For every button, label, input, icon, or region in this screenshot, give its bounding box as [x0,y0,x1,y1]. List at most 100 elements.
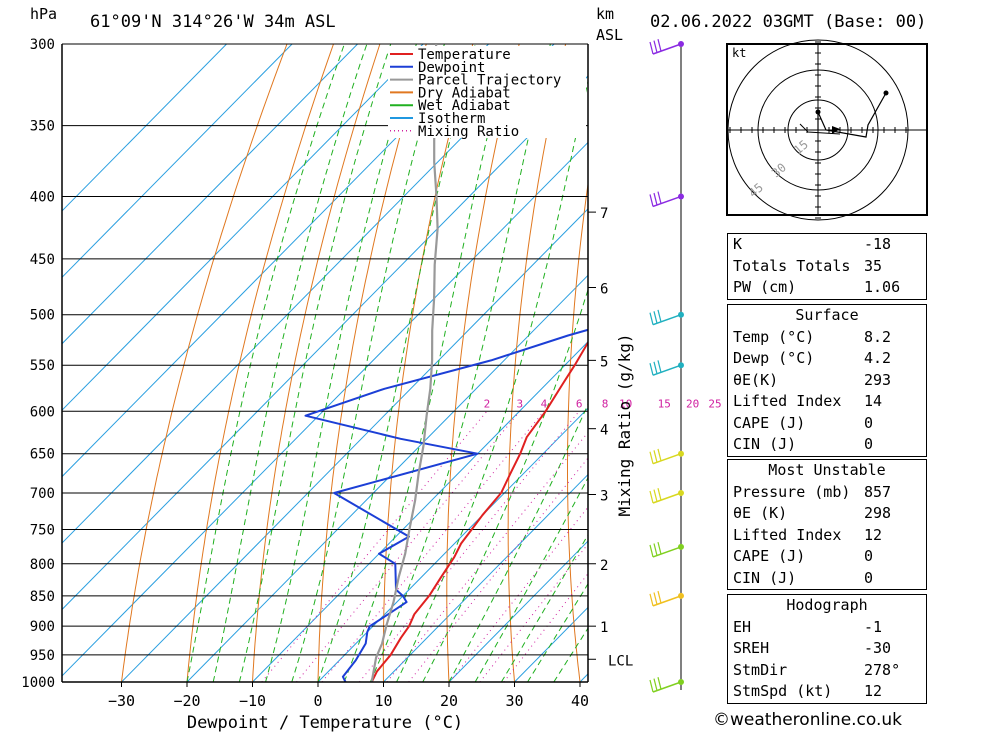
surface-li-value: 14 [864,392,883,410]
legend-label: Mixing Ratio [418,124,519,140]
wind-barb-shaft [652,195,682,208]
wind-barb-shaft [652,595,682,607]
storm-dir-row: StmDir 278° [728,660,926,682]
hodograph-table-title: Hodograph [786,596,868,614]
mu-cape-row: CAPE (J) 0 [728,546,926,568]
wind-barb-shaft [652,43,682,55]
mixing-ratio-tick-label: 20 [686,397,699,410]
pressure-tick-label: 350 [30,119,55,135]
location-title: 61°09'N 314°26'W 34m ASL [90,12,336,32]
surface-cin-row: CIN (J) 0 [728,434,926,456]
credit-text: ©weatheronline.co.uk [713,710,903,730]
precipitable-water-row: PW (cm) 1.06 [728,277,926,299]
wind-barb-flag [653,678,658,691]
wind-barb [649,590,684,607]
mu-li-value: 12 [864,525,883,544]
dewpoint-line [304,328,588,682]
wind-barb-flag [649,41,654,55]
wind-barb [649,191,684,208]
isotherm-line [62,75,588,611]
storm-speed-row: StmSpd (kt) 12 [728,681,926,703]
isotherm-line [62,44,489,478]
wind-barb-flag [657,39,662,52]
legend-label: Dewpoint [418,60,485,76]
k-index-row: K -18 [728,234,926,256]
wind-barb-flag [653,543,658,556]
storm-speed-label: StmSpd (kt) [733,682,833,700]
pressure-tick-label: 950 [30,648,55,664]
wind-barb-flag [653,489,658,502]
isotherm-line [186,274,588,682]
legend-entry: Parcel Trajectory [390,73,561,89]
pressure-tick-label: 500 [30,308,55,324]
mixing-ratio-line [261,410,488,682]
surface-temp-label: Temp (°C) [733,327,815,346]
pressure-tick-label: 400 [30,189,55,205]
wet-adiabat-line [238,44,392,682]
surface-cape-row: CAPE (J) 0 [728,413,926,435]
mu-cape-label: CAPE (J) [733,547,806,565]
isotherm-line [62,44,227,212]
pressure-tick-label: 1000 [21,675,55,691]
mixing-ratio-line [321,410,545,682]
isotherm-line [62,44,424,411]
pressure-tick-label: 600 [30,404,55,420]
surface-cin-label: CIN (J) [733,435,797,453]
pressure-tick-label: 700 [30,486,55,502]
mixing-ratio-line [408,457,588,682]
surface-li-label: Lifted Index [733,392,842,410]
wind-barb [649,541,684,558]
mixing-ratio-tick-label: 3 [516,397,523,410]
pressure-tick-label: 650 [30,447,55,463]
wind-barb-shaft [652,364,682,376]
mixing-ratio-axis-label: Mixing Ratio (g/kg) [615,333,634,516]
legend-entry: Temperature [390,47,511,63]
k-index-label: K [733,235,743,253]
wet-adiabat-line [396,79,588,682]
pressure-tick-label: 900 [30,619,55,635]
pressure-tick-label: 800 [30,557,55,573]
pressure-tick-label: 300 [30,37,55,53]
mu-cape-value: 0 [864,547,874,565]
hodograph-point [883,90,889,96]
dry-adiabat-line [317,44,427,682]
pressure-tick-label: 750 [30,523,55,539]
x-axis-label: Dewpoint / Temperature (°C) [187,713,463,733]
km-tick-label: 5 [600,354,608,370]
hodograph-unit-label: kt [732,46,746,60]
wind-barb-flag [653,40,658,53]
mu-pressure-label: Pressure (mb) [733,482,851,501]
wind-barb-shaft [652,492,682,504]
x-tick-label: −20 [173,692,200,710]
legend-entry: Dry Adiabat [390,85,511,101]
surface-theta-label: θE(K) [733,370,779,389]
km-tick-label: 4 [600,423,608,439]
isotherm-line [448,540,588,682]
mixing-ratio-tick-label: 15 [658,397,671,410]
wind-barb-flag [653,361,658,374]
wind-barb-flag [649,451,654,464]
pressure-tick-label: 450 [30,252,55,268]
wind-barb-flag [649,490,654,504]
wet-adiabat-line [186,44,345,682]
km-tick-label: 7 [600,206,608,222]
pressure-tick-label: 550 [30,358,55,374]
most-unstable-title: Most Unstable [768,461,886,479]
wind-barb-flag [657,590,662,604]
wind-barb [649,309,684,326]
dry-adiabat-line [984,44,1000,682]
wind-barb [649,488,684,504]
wind-barb-flag [649,593,654,607]
legend-background [388,46,586,138]
hodograph-storm-arrow [832,126,840,134]
datetime-title: 02.06.2022 03GMT (Base: 00) [650,12,927,32]
parcel-trajectory-line [370,44,439,682]
surface-dewp-value: 4.2 [864,349,892,367]
dry-adiabat-line [121,44,288,682]
wet-adiabat-line [448,402,588,682]
wind-barb-flag [657,677,662,690]
wind-barb-shaft [652,546,682,558]
mu-cin-row: CIN (J) 0 [728,568,926,590]
surface-temp-row: Temp (°C) 8.2 [728,327,926,349]
